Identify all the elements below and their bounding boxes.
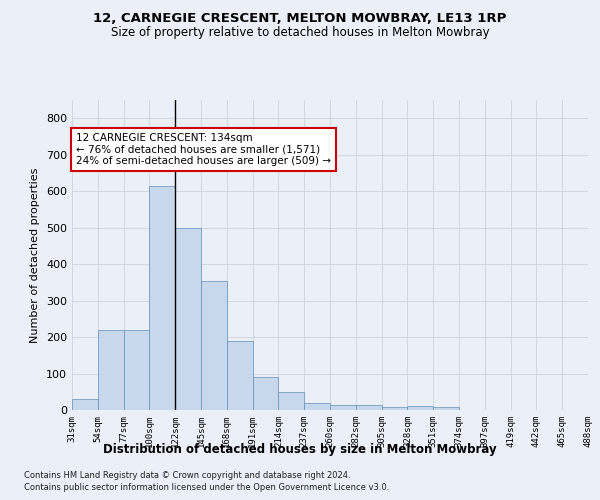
Bar [278,392,304,410]
Bar [356,404,382,410]
Text: Contains HM Land Registry data © Crown copyright and database right 2024.: Contains HM Land Registry data © Crown c… [24,471,350,480]
Text: 12, CARNEGIE CRESCENT, MELTON MOWBRAY, LE13 1RP: 12, CARNEGIE CRESCENT, MELTON MOWBRAY, L… [94,12,506,26]
Bar [124,330,149,410]
Bar [72,399,98,410]
Bar [227,340,253,410]
Bar [382,407,407,410]
Bar [407,406,433,410]
Bar [149,186,175,410]
Bar [201,280,227,410]
Bar [330,404,356,410]
Bar [433,408,459,410]
Text: Contains public sector information licensed under the Open Government Licence v3: Contains public sector information licen… [24,484,389,492]
Text: Size of property relative to detached houses in Melton Mowbray: Size of property relative to detached ho… [110,26,490,39]
Y-axis label: Number of detached properties: Number of detached properties [31,168,40,342]
Text: 12 CARNEGIE CRESCENT: 134sqm
← 76% of detached houses are smaller (1,571)
24% of: 12 CARNEGIE CRESCENT: 134sqm ← 76% of de… [76,133,331,166]
Bar [175,228,201,410]
Bar [253,377,278,410]
Bar [304,402,330,410]
Bar [98,330,124,410]
Text: Distribution of detached houses by size in Melton Mowbray: Distribution of detached houses by size … [103,442,497,456]
